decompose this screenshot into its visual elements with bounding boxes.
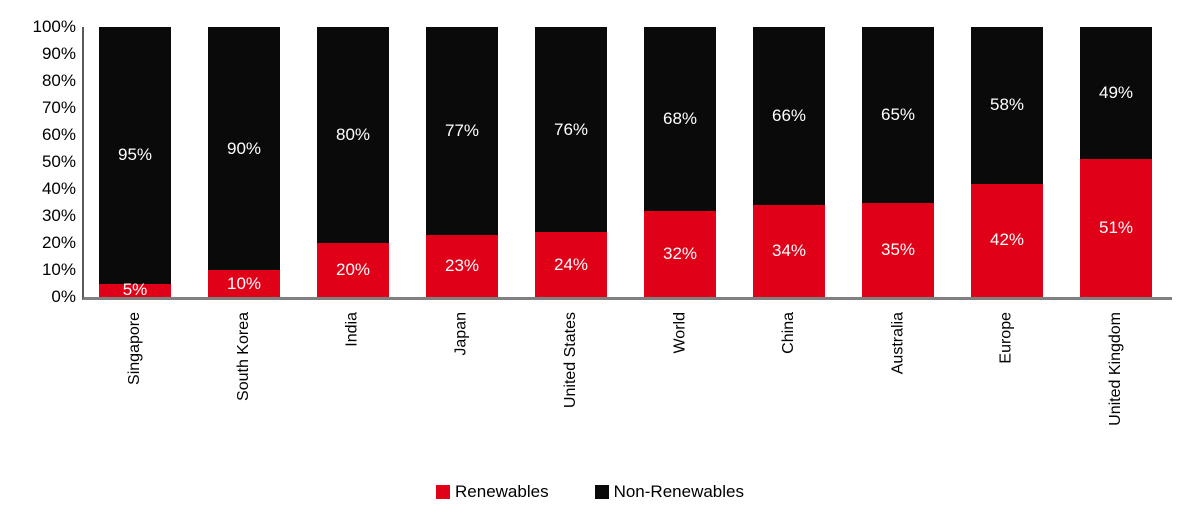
bar-value-label: 68% [662,108,698,128]
bar-segment-non-renewables: 77% [426,27,498,235]
y-axis-tick-label: 20% [41,233,76,252]
bar-segment-renewables: 5% [99,280,171,299]
bar-united-states: 76% 24% [535,27,607,297]
legend-item-non-renewables: Non-Renewables [594,482,744,502]
bar-value-label: 58% [989,95,1025,115]
bar-value-label: 10% [226,273,262,293]
bar-europe: 58% 42% [971,27,1043,297]
bar-segment-renewables: 32% [644,210,716,297]
y-axis: 0% 10% 20% 30% 40% 50% 60% 70% 80% 90% 100% [0,17,76,306]
x-axis-category-label-text: Europe [998,312,1015,364]
bar-value-label: 76% [553,119,589,139]
legend-label-renewables: Renewables [455,482,549,501]
y-axis-tick-label: 60% [41,125,76,144]
bar-singapore: 95% 5% [99,27,171,299]
bar-value-label: 35% [880,239,916,259]
y-axis-tick-label: 0% [51,287,76,306]
y-axis-tick-label: 100% [32,17,76,36]
plot-area: 95% 5% 90% 10% 80% 20% 77% 23% 76% 24% 68% 32% 66% 34… [82,27,1172,300]
bar-segment-renewables: 23% [426,234,498,297]
bar-segment-renewables: 10% [208,270,280,297]
bar-value-label: 65% [880,104,916,124]
legend: Renewables Non-Renewables [0,482,1180,502]
bar-india: 80% 20% [317,27,389,297]
bar-united-kingdom: 49% 51% [1080,27,1152,297]
bar-segment-renewables: 35% [862,202,934,297]
x-axis-category-label-text: World [671,312,688,354]
bar-australia: 65% 35% [862,27,934,297]
bar-value-label: 5% [122,280,148,300]
x-axis-category-label-text: Japan [453,312,470,356]
x-axis-category-label-text: United Kingdom [1107,312,1124,426]
bar-segment-renewables: 24% [535,232,607,297]
bar-value-label: 95% [117,145,153,165]
x-axis-category-label-text: Australia [889,312,906,375]
x-axis-category-label-text: India [344,312,361,347]
y-axis-tick-label: 50% [41,152,76,171]
bar-segment-renewables: 34% [753,205,825,297]
bar-value-label: 80% [335,125,371,144]
bar-segment-renewables: 42% [971,183,1043,297]
bar-segment-non-renewables: 90% [208,27,280,270]
bar-value-label: 51% [1098,218,1134,238]
bar-value-label: 42% [989,230,1025,250]
x-axis-category-label-text: Singapore [126,312,143,385]
bar-value-label: 49% [1098,83,1134,103]
bar-value-label: 90% [226,138,262,158]
x-axis-category-label-text: China [780,312,797,354]
bar-segment-non-renewables: 58% [971,27,1043,184]
bar-segment-renewables: 51% [1080,159,1152,297]
y-axis-tick-label: 30% [41,206,76,225]
y-axis-tick-label: 40% [41,179,76,198]
bar-value-label: 66% [771,106,807,126]
bar-segment-non-renewables: 68% [644,27,716,211]
non-renewables-swatch-icon [594,485,609,499]
y-axis-tick-label: 80% [41,71,76,90]
y-axis-tick-label: 90% [41,44,76,63]
y-axis-tick-label: 10% [41,260,76,279]
bar-segment-non-renewables: 66% [753,27,825,206]
renewables-swatch-icon [436,485,451,499]
bar-world: 68% 32% [644,27,716,297]
bar-value-label: 32% [662,243,698,263]
bar-value-label: 23% [444,255,480,275]
x-axis-category-label-text: South Korea [235,312,252,401]
bar-segment-non-renewables: 49% [1080,27,1152,160]
bar-value-label: 34% [771,241,807,261]
bar-segment-non-renewables: 76% [535,27,607,233]
bar-segment-non-renewables: 80% [317,27,389,243]
bar-china: 66% 34% [753,27,825,297]
bar-segment-non-renewables: 95% [99,27,171,284]
bar-value-label: 77% [444,120,480,140]
legend-label-non-renewables: Non-Renewables [613,482,744,501]
bar-value-label: 20% [335,260,371,279]
bar-south-korea: 90% 10% [208,27,280,297]
legend-item-renewables: Renewables [436,482,549,502]
x-axis-category-label-text: United States [562,312,579,409]
bar-value-label: 24% [553,254,589,274]
y-axis-tick-label: 70% [41,98,76,117]
bar-segment-renewables: 20% [317,243,389,297]
bar-segment-non-renewables: 65% [862,27,934,203]
bar-japan: 77% 23% [426,27,498,297]
